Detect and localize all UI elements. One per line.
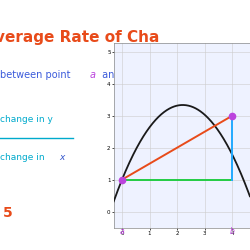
Text: a: a bbox=[90, 70, 96, 81]
Text: b: b bbox=[230, 227, 234, 236]
Text: change in y: change in y bbox=[0, 116, 53, 124]
Text: x: x bbox=[59, 154, 64, 162]
Text: a: a bbox=[120, 227, 124, 236]
Text: change in: change in bbox=[0, 154, 48, 162]
Text: 5: 5 bbox=[2, 206, 12, 220]
Text: verage Rate of Cha: verage Rate of Cha bbox=[0, 30, 160, 45]
Text: and point: and point bbox=[99, 70, 148, 81]
Text: between point: between point bbox=[0, 70, 74, 81]
